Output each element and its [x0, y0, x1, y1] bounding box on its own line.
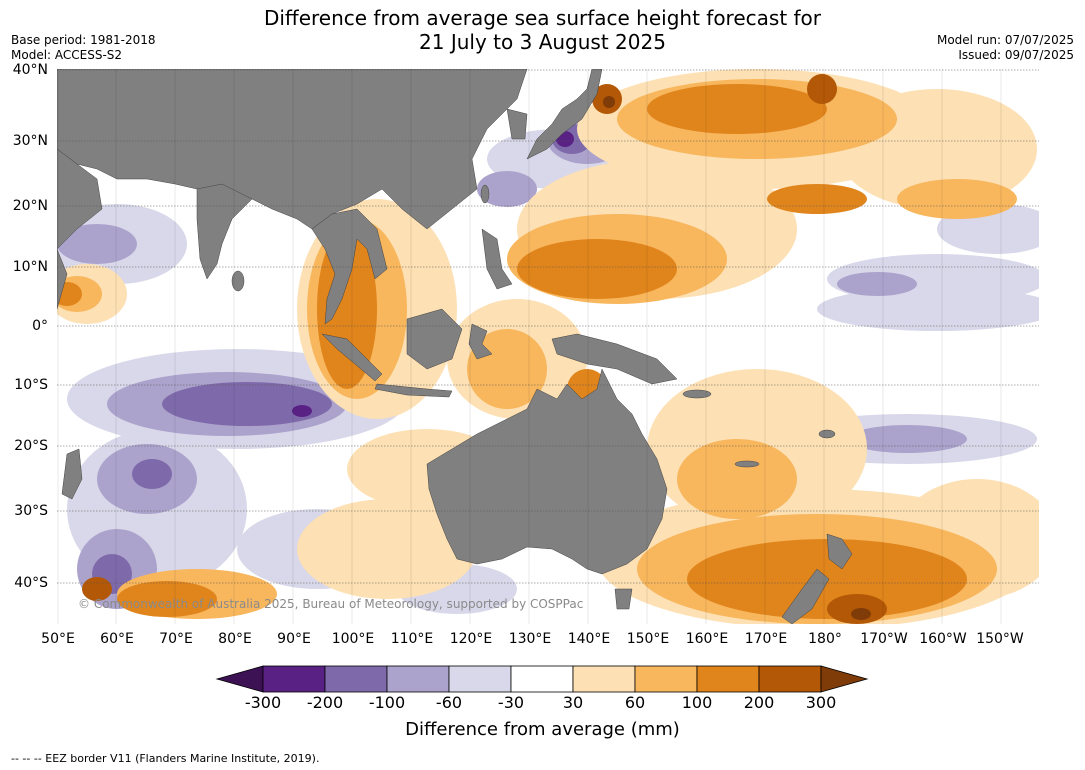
asia-landmass	[57, 69, 528, 245]
colorbar-tick-60: 60	[624, 693, 646, 712]
australia	[426, 368, 668, 575]
colorbar-tick-300: 300	[805, 693, 837, 712]
model-info: Base period: 1981-2018 Model: ACCESS-S2	[11, 33, 156, 63]
colorbar-max-extension	[820, 665, 869, 693]
java	[374, 383, 453, 398]
lat-label-30s: 30°S	[14, 503, 48, 519]
lon-label-180: 180°	[808, 631, 842, 647]
lon-label-110e: 110°E	[390, 631, 434, 647]
colorbar-bin-2	[324, 665, 388, 693]
longitude-grid	[57, 69, 1002, 624]
lat-label-10n: 10°N	[12, 259, 48, 275]
colorbar-tick-neg200: -200	[306, 693, 344, 712]
colorbar-tick-neg60: -60	[435, 693, 463, 712]
lon-label-120e: 120°E	[449, 631, 493, 647]
philippines	[481, 228, 513, 290]
lon-label-170e: 170°E	[744, 631, 788, 647]
taiwan	[480, 184, 490, 204]
colorbar-title: Difference from average (mm)	[405, 719, 680, 740]
japan	[526, 69, 603, 160]
lon-label-70e: 70°E	[159, 631, 193, 647]
eez-footnote: -- -- -- EEZ border V11 (Flanders Marine…	[11, 752, 320, 765]
colorbar-tick-30: 30	[562, 693, 584, 712]
colorbar-bin-7	[634, 665, 698, 693]
colorbar-bin-8	[696, 665, 760, 693]
korea	[506, 108, 528, 140]
lon-label-140e: 140°E	[567, 631, 611, 647]
arabian-peninsula	[57, 148, 103, 250]
lon-label-150w: 150°W	[976, 631, 1024, 647]
colorbar-bin-1	[262, 665, 326, 693]
lat-label-40s: 40°S	[14, 575, 48, 591]
sri-lanka	[231, 270, 245, 292]
new-caledonia	[734, 460, 760, 468]
lat-label-10s: 10°S	[14, 377, 48, 393]
new-zealand-north	[826, 533, 853, 570]
lon-label-60e: 60°E	[100, 631, 134, 647]
madagascar	[61, 448, 83, 500]
indochina-peninsula	[311, 208, 388, 325]
lon-label-50e: 50°E	[41, 631, 75, 647]
copyright-text: © Commonwealth of Australia 2025, Bureau…	[78, 597, 584, 611]
lon-label-130e: 130°E	[508, 631, 552, 647]
lat-label-30n: 30°N	[12, 133, 48, 149]
colorbar-bin-5	[510, 665, 574, 693]
colorbar-tick-neg30: -30	[497, 693, 525, 712]
lon-label-160w: 160°W	[919, 631, 967, 647]
lat-label-20s: 20°S	[14, 438, 48, 454]
lat-label-20n: 20°N	[12, 198, 48, 214]
sea-surface-height-map	[57, 69, 1039, 624]
colorbar-bin-4	[448, 665, 512, 693]
colorbar-tick-neg300: -300	[244, 693, 282, 712]
lon-label-100e: 100°E	[331, 631, 375, 647]
borneo	[406, 308, 463, 370]
anomaly-extreme-positive	[603, 96, 871, 620]
model-text: Model: ACCESS-S2	[11, 48, 123, 62]
sumatra	[321, 333, 383, 382]
lon-label-160e: 160°E	[685, 631, 729, 647]
lat-label-40n: 40°N	[12, 62, 48, 78]
indian-subcontinent	[196, 183, 253, 280]
run-info: Model run: 07/07/2025 Issued: 09/07/2025	[937, 33, 1074, 63]
africa-coast	[57, 248, 68, 310]
colorbar-bin-9	[758, 665, 822, 693]
sulawesi	[468, 323, 493, 360]
title-line-2: 21 July to 3 August 2025	[419, 30, 666, 54]
lon-label-150e: 150°E	[626, 631, 670, 647]
issued-text: Issued: 09/07/2025	[958, 48, 1074, 62]
land-masses	[57, 69, 853, 624]
title-line-1: Difference from average sea surface heig…	[263, 6, 822, 30]
colorbar	[215, 665, 869, 693]
lon-label-80e: 80°E	[218, 631, 252, 647]
lon-label-90e: 90°E	[277, 631, 311, 647]
model-run-text: Model run: 07/07/2025	[936, 33, 1074, 47]
lon-label-170w: 170°W	[860, 631, 908, 647]
colorbar-bin-6	[572, 665, 636, 693]
base-period-text: Base period: 1981-2018	[11, 33, 156, 47]
colorbar-min-extension	[215, 665, 264, 693]
lat-label-equator: 0°	[32, 318, 48, 334]
colorbar-bin-3	[386, 665, 450, 693]
solomon-islands	[682, 389, 712, 399]
fiji	[818, 429, 836, 439]
tasmania	[614, 588, 633, 610]
colorbar-tick-100: 100	[681, 693, 713, 712]
colorbar-tick-neg100: -100	[368, 693, 406, 712]
map-title: Difference from average sea surface heig…	[0, 6, 1085, 54]
colorbar-tick-200: 200	[743, 693, 775, 712]
new-guinea	[551, 333, 678, 385]
